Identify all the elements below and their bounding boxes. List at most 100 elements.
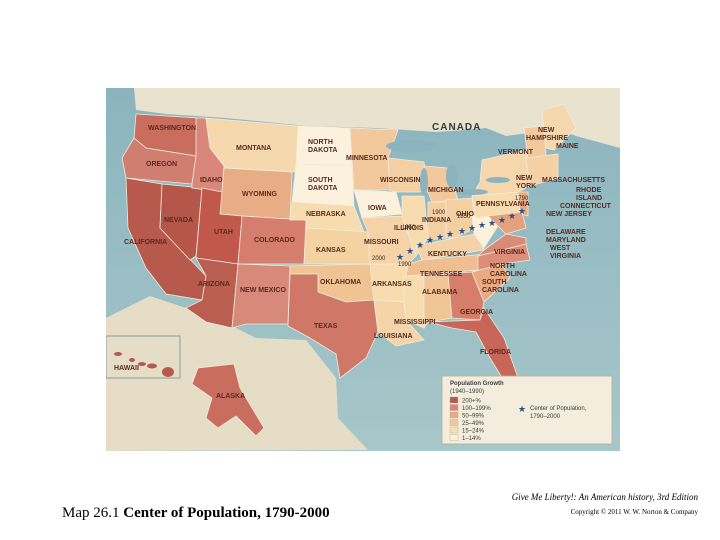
legend-item-label: 15–24%	[462, 429, 485, 435]
svg-text:★: ★	[488, 218, 496, 228]
label-arizona: ARIZONA	[198, 281, 230, 288]
legend-swatch	[449, 404, 459, 411]
label-hawaii: HAWAII	[114, 365, 139, 372]
label-maine: MAINE	[556, 143, 579, 150]
legend-title: Population Growth	[450, 381, 504, 387]
map-caption: Map 26.1 Center of Population, 1790-2000	[62, 505, 330, 522]
label-texas: TEXAS	[314, 323, 338, 330]
label-new-york-1: NEW	[516, 175, 533, 182]
svg-text:★: ★	[436, 232, 444, 242]
book-title: Give Me Liberty!: An American history, 3…	[511, 492, 698, 502]
state-ohio	[445, 197, 477, 239]
state-new-mexico	[231, 263, 291, 329]
label-georgia: GEORGIA	[460, 309, 493, 316]
map-number: Map 26.1	[62, 505, 120, 521]
label-montana: MONTANA	[236, 145, 271, 152]
label-illinois: ILLINOIS	[394, 225, 424, 232]
svg-text:★: ★	[468, 223, 476, 233]
label-tennessee: TENNESSEE	[420, 271, 463, 278]
state-labels: CANADA WASHINGTON OREGON CALIFORNIA NEVA…	[114, 122, 612, 400]
label-ohio: OHIO	[456, 211, 474, 218]
label-florida: FLORIDA	[480, 349, 511, 356]
label-colorado: COLORADO	[254, 237, 295, 244]
label-california: CALIFORNIA	[124, 239, 167, 246]
label-south-carolina-1: SOUTH	[482, 279, 507, 286]
svg-text:★: ★	[458, 226, 466, 236]
label-wisconsin: WISCONSIN	[380, 177, 420, 184]
label-canada: CANADA	[432, 122, 481, 133]
year-1850: 1850	[457, 214, 471, 220]
label-alaska: ALASKA	[216, 393, 245, 400]
year-1790: 1790	[515, 196, 529, 202]
label-rhode-island-1: RHODE	[576, 187, 602, 194]
hawaii-inset	[106, 335, 181, 379]
svg-text:★: ★	[406, 246, 414, 256]
label-south-dakota-1: SOUTH	[308, 177, 333, 184]
legend-swatch	[449, 434, 459, 441]
year-2000: 2000	[372, 256, 386, 262]
label-arkansas: ARKANSAS	[372, 281, 412, 288]
states	[121, 103, 577, 385]
mexico-land	[106, 296, 368, 451]
label-oklahoma: OKLAHOMA	[320, 279, 361, 286]
label-mississippi: MISSISSIPPI	[394, 319, 436, 326]
label-connecticut: CONNECTICUT	[560, 203, 612, 210]
map-title: Center of Population, 1790-2000	[123, 505, 330, 521]
label-minnesota: MINNESOTA	[346, 155, 387, 162]
legend-swatch	[449, 411, 459, 419]
legend-subtitle: (1940–1990)	[450, 389, 484, 395]
label-michigan: MICHIGAN	[428, 187, 463, 194]
legend-swatch	[449, 419, 459, 426]
label-north-dakota-2: DAKOTA	[308, 147, 337, 154]
great-lakes	[386, 140, 510, 196]
label-new-hampshire-1: NEW	[538, 127, 555, 134]
label-delaware: DELAWARE	[546, 229, 586, 236]
label-new-jersey: NEW JERSEY	[546, 211, 592, 218]
year-1950: 1950	[402, 225, 416, 231]
label-iowa: IOWA	[368, 205, 387, 212]
state-north-dakota	[295, 125, 353, 167]
svg-text:★: ★	[446, 229, 454, 239]
svg-text:★: ★	[396, 252, 404, 262]
svg-text:★: ★	[518, 206, 526, 216]
state-iowa	[353, 189, 403, 219]
legend-center-label-1: Center of Population,	[530, 406, 587, 412]
label-new-york-2: YORK	[516, 183, 536, 190]
label-south-dakota-2: DAKOTA	[308, 185, 337, 192]
label-oregon: OREGON	[146, 161, 177, 168]
legend-item-label: 1–14%	[462, 436, 481, 442]
center-of-population-markers: ★★ ★★ ★★ ★★ ★★ ★★ ★	[396, 206, 526, 262]
state-wisconsin	[387, 157, 429, 193]
label-louisiana: LOUISIANA	[374, 333, 413, 340]
label-virginia: VIRGINIA	[494, 249, 525, 256]
legend-swatch	[449, 396, 459, 404]
label-alabama: ALABAMA	[422, 289, 457, 296]
state-new-jersey	[517, 191, 529, 217]
state-virginia	[476, 233, 527, 257]
label-new-hampshire-2: HAMPSHIRE	[526, 135, 568, 142]
state-alabama	[423, 273, 453, 330]
population-map: ★ ★ ★ ★ ★ ★ ★ ★ ★ ★ ★ ★ ★ 1790 1850 1900 1950 …	[106, 88, 620, 451]
svg-text:★: ★	[508, 211, 516, 221]
legend-star-icon: ★	[518, 404, 526, 414]
label-idaho: IDAHO	[200, 177, 223, 184]
label-indiana: INDIANA	[422, 217, 451, 224]
canada-land	[134, 88, 620, 148]
label-wyoming: WYOMING	[242, 191, 278, 198]
state-alaska	[191, 363, 265, 437]
label-west-virginia-1: WEST	[550, 245, 571, 252]
book-credit: Give Me Liberty!: An American history, 3…	[486, 492, 698, 516]
label-washington: WASHINGTON	[148, 125, 196, 132]
state-georgia	[447, 271, 485, 321]
label-nebraska: NEBRASKA	[306, 211, 346, 218]
label-vermont: VERMONT	[498, 149, 534, 156]
svg-text:★: ★	[416, 240, 424, 250]
hawaii-islands	[114, 352, 174, 377]
year-1900: 1900	[432, 210, 446, 216]
label-west-virginia-2: VIRGINIA	[550, 253, 581, 260]
legend-swatch	[449, 426, 459, 434]
label-south-carolina-2: CAROLINA	[482, 287, 519, 294]
legend-item-label: 50–99%	[462, 414, 485, 420]
state-massachusetts-ct-ri	[525, 153, 559, 187]
label-rhode-island-2: ISLAND	[576, 195, 602, 202]
